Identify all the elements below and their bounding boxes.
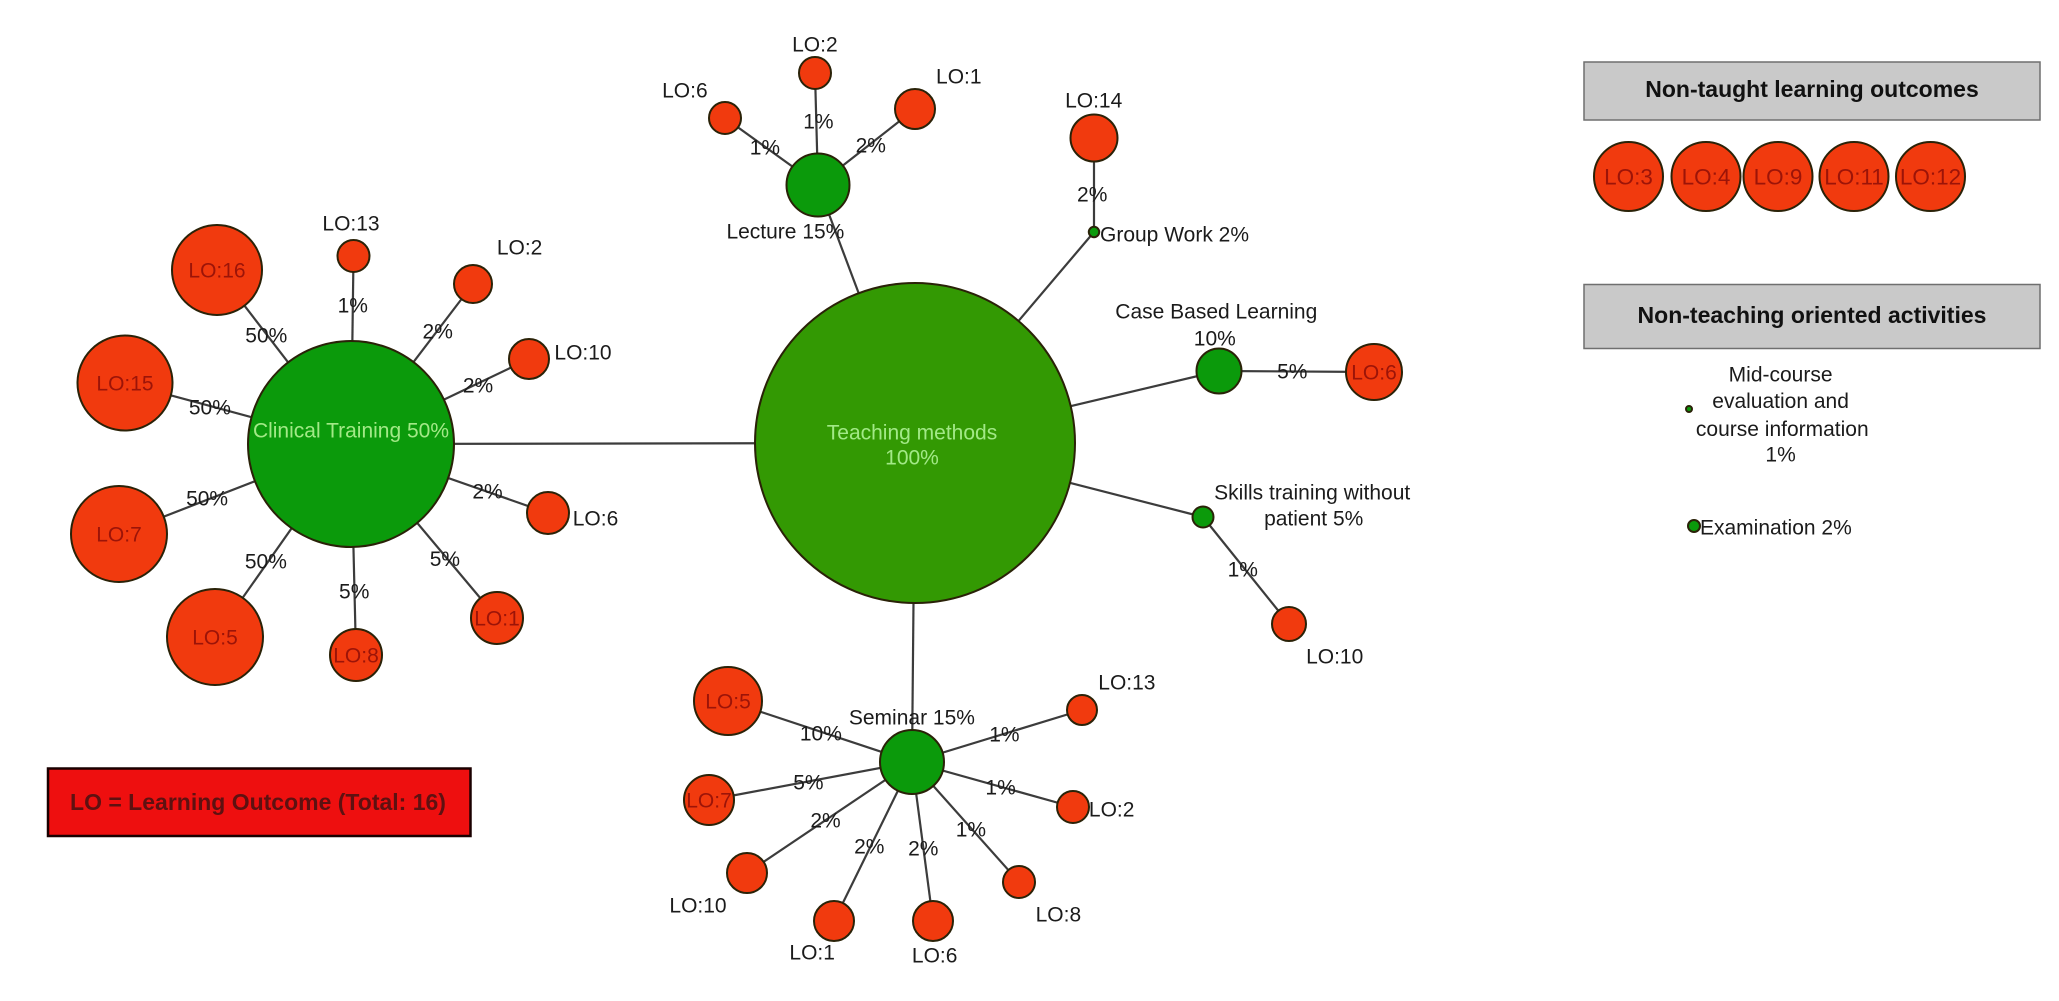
svg-text:2%: 2% [472, 481, 502, 504]
svg-text:Non-teaching oriented activiti: Non-teaching oriented activities [1638, 302, 1987, 328]
svg-text:LO:8: LO:8 [1036, 904, 1082, 927]
svg-text:5%: 5% [793, 772, 823, 795]
svg-text:50%: 50% [189, 397, 231, 420]
svg-text:LO:8: LO:8 [333, 645, 379, 668]
svg-text:LO:6: LO:6 [912, 945, 958, 968]
svg-text:LO:1: LO:1 [474, 608, 520, 631]
svg-text:Clinical Training 50%: Clinical Training 50% [253, 420, 449, 443]
svg-text:2%: 2% [854, 836, 884, 859]
svg-text:2%: 2% [463, 375, 493, 398]
svg-text:Group Work 2%: Group Work 2% [1100, 224, 1249, 247]
svg-text:5%: 5% [339, 581, 369, 604]
svg-text:LO:14: LO:14 [1065, 90, 1123, 113]
svg-text:LO:3: LO:3 [1604, 165, 1653, 190]
svg-text:LO:10: LO:10 [554, 342, 611, 365]
svg-text:LO:16: LO:16 [188, 260, 245, 283]
svg-text:Teaching methods: Teaching methods [827, 422, 997, 445]
svg-text:LO:1: LO:1 [789, 942, 835, 965]
svg-text:LO:6: LO:6 [662, 80, 708, 103]
svg-text:10%: 10% [1194, 328, 1236, 351]
svg-text:LO:13: LO:13 [1098, 672, 1155, 695]
svg-text:LO:15: LO:15 [96, 373, 153, 396]
svg-text:LO:2: LO:2 [497, 237, 543, 260]
svg-text:Lecture 15%: Lecture 15% [726, 221, 844, 244]
svg-text:10%: 10% [800, 723, 842, 746]
svg-text:Non-taught learning outcomes: Non-taught learning outcomes [1645, 76, 1979, 102]
svg-text:2%: 2% [810, 810, 840, 833]
svg-text:LO:9: LO:9 [1754, 165, 1803, 190]
svg-text:2%: 2% [856, 135, 886, 158]
svg-text:LO:7: LO:7 [96, 524, 142, 547]
svg-text:Case Based Learning: Case Based Learning [1115, 301, 1317, 324]
svg-text:LO:6: LO:6 [1351, 362, 1397, 385]
svg-text:evaluation and: evaluation and [1712, 390, 1849, 413]
svg-text:1%: 1% [985, 777, 1015, 800]
svg-text:5%: 5% [430, 548, 460, 571]
svg-text:5%: 5% [1277, 361, 1307, 384]
svg-text:LO:12: LO:12 [1900, 165, 1961, 190]
svg-text:LO:10: LO:10 [1306, 646, 1363, 669]
svg-text:patient 5%: patient 5% [1264, 508, 1363, 531]
svg-text:Mid-course: Mid-course [1729, 363, 1833, 386]
svg-text:50%: 50% [245, 325, 287, 348]
svg-text:1%: 1% [1228, 559, 1258, 582]
svg-text:LO:13: LO:13 [322, 213, 379, 236]
svg-text:LO:2: LO:2 [1089, 799, 1135, 822]
svg-text:1%: 1% [750, 137, 780, 160]
svg-text:1%: 1% [803, 111, 833, 134]
svg-text:LO:5: LO:5 [705, 691, 751, 714]
svg-text:2%: 2% [908, 838, 938, 861]
svg-text:LO:2: LO:2 [792, 34, 838, 57]
svg-text:1%: 1% [338, 295, 368, 318]
svg-text:2%: 2% [423, 321, 453, 344]
svg-text:LO:5: LO:5 [192, 627, 238, 650]
svg-text:LO:4: LO:4 [1682, 165, 1731, 190]
svg-text:Seminar 15%: Seminar 15% [849, 707, 975, 730]
svg-text:1%: 1% [956, 819, 986, 842]
svg-text:100%: 100% [885, 447, 939, 470]
svg-text:LO:10: LO:10 [669, 895, 726, 918]
svg-text:1%: 1% [989, 724, 1019, 747]
svg-text:course information: course information [1696, 418, 1869, 441]
svg-text:50%: 50% [245, 551, 287, 574]
svg-text:1%: 1% [1765, 444, 1795, 467]
svg-text:LO:11: LO:11 [1824, 165, 1884, 190]
svg-text:Examination 2%: Examination 2% [1700, 517, 1852, 540]
svg-text:LO:7: LO:7 [686, 790, 732, 813]
svg-text:LO:1: LO:1 [936, 66, 982, 89]
svg-text:LO:6: LO:6 [573, 508, 619, 531]
svg-text:2%: 2% [1077, 184, 1107, 207]
svg-text:Skills training without: Skills training without [1214, 482, 1410, 505]
svg-text:LO = Learning Outcome (Total:: LO = Learning Outcome (Total: 16) [70, 789, 446, 815]
svg-text:50%: 50% [186, 488, 228, 511]
